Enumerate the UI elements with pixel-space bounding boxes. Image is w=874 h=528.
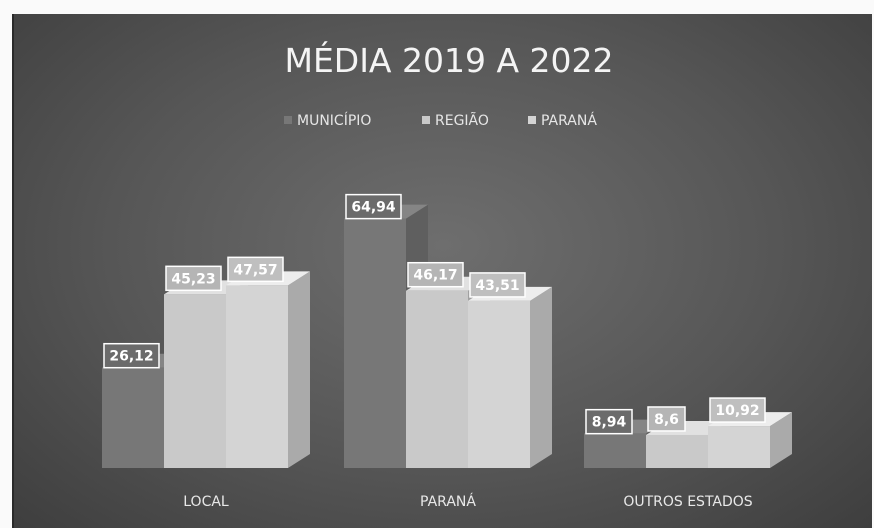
data-label-text: 45,23 [171, 271, 215, 287]
legend-label-1: MUNICÍPIO [297, 112, 371, 129]
data-label-2-1: 45,23 [165, 265, 222, 292]
data-labels: 26,12 45,23 47,57 64,94 46,17 43,51 8,94 8,6 10,… [103, 193, 766, 435]
data-label-3-1: 47,57 [227, 256, 284, 283]
bar-front [708, 426, 770, 468]
category-label-3: OUTROS ESTADOS [623, 494, 752, 510]
data-label-3-2: 43,51 [469, 272, 526, 298]
legend-swatch-2 [422, 116, 430, 124]
legend-label-2: REGIÃO [435, 112, 489, 129]
data-label-text: 47,57 [233, 262, 277, 278]
category-label-1: LOCAL [183, 494, 229, 510]
data-label-box [227, 256, 284, 283]
chart-area: MÉDIA 2019 A 2022 MUNICÍPIO REGIÃO PARANÁ … [12, 14, 872, 528]
legend: MUNICÍPIO REGIÃO PARANÁ [284, 112, 597, 129]
legend-swatch-1 [284, 116, 292, 124]
data-label-box [469, 272, 526, 298]
data-label-3-3: 10,92 [709, 397, 766, 423]
data-label-box [407, 261, 464, 288]
data-label-box [103, 342, 160, 369]
legend-swatch-3 [528, 116, 536, 124]
bar-front [646, 434, 708, 468]
data-label-box [709, 397, 766, 423]
data-label-2-2: 46,17 [407, 261, 464, 288]
data-label-text: 46,17 [413, 268, 457, 284]
bar-chart: MÉDIA 2019 A 2022 MUNICÍPIO REGIÃO PARANÁ … [102, 40, 792, 510]
bar-front [344, 218, 406, 468]
legend-label-3: PARANÁ [541, 112, 597, 129]
category-label-2: PARANÁ [420, 493, 476, 510]
data-label-text: 26,12 [109, 349, 153, 365]
bar-side [530, 286, 552, 468]
data-label-text: 8,6 [654, 412, 679, 428]
data-label-1-3: 8,94 [585, 408, 633, 435]
data-label-text: 8,94 [592, 415, 627, 431]
data-label-text: 43,51 [475, 278, 519, 294]
data-label-box [647, 406, 686, 432]
data-label-text: 64,94 [351, 200, 396, 216]
data-label-box [585, 408, 633, 435]
bar-side [288, 271, 310, 468]
data-label-box [165, 265, 222, 292]
bar-front [102, 367, 164, 468]
data-label-1-1: 26,12 [103, 342, 160, 369]
data-label-2-3: 8,6 [647, 406, 686, 432]
data-label-box [345, 193, 402, 220]
bars [102, 204, 792, 468]
bar-front [584, 433, 646, 468]
bar-3-2 [468, 286, 552, 468]
bar-front [468, 300, 530, 468]
data-label-1-2: 64,94 [345, 193, 402, 220]
bar-front [164, 294, 226, 468]
chart-title: MÉDIA 2019 A 2022 [284, 40, 613, 80]
bar-3-3 [708, 412, 792, 468]
bar-3-1 [226, 271, 310, 468]
bar-front [406, 290, 468, 468]
bar-front [226, 285, 288, 468]
data-label-text: 10,92 [715, 403, 759, 419]
category-labels: LOCAL PARANÁ OUTROS ESTADOS [183, 493, 753, 510]
bar-side [770, 412, 792, 468]
